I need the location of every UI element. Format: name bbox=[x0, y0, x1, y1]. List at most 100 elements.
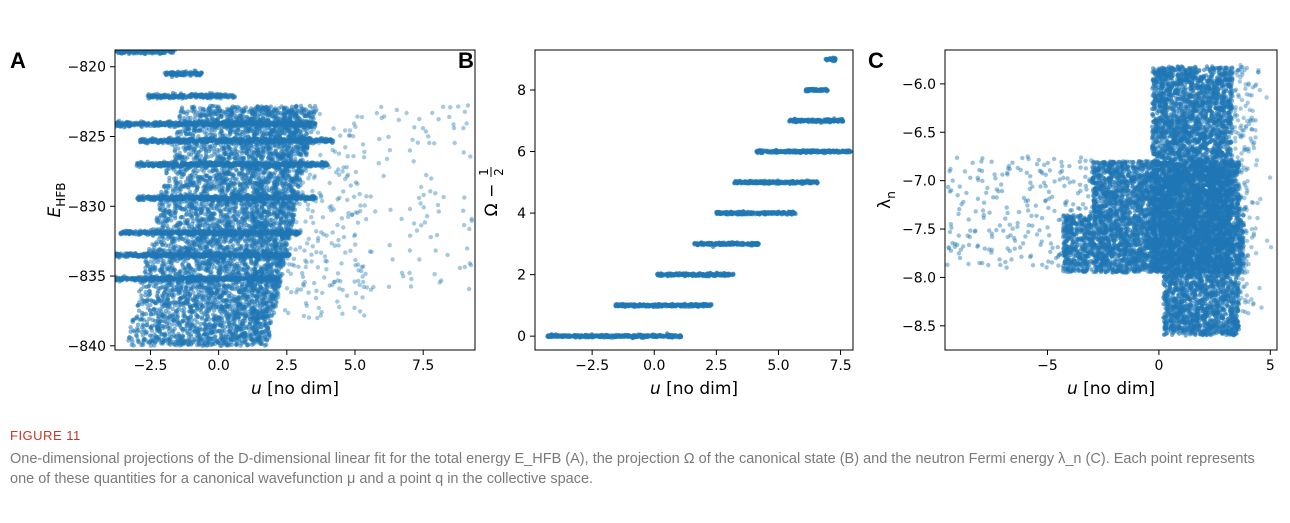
data-point bbox=[156, 314, 161, 319]
data-point bbox=[136, 339, 141, 344]
data-point bbox=[235, 108, 240, 114]
data-point bbox=[223, 238, 228, 244]
data-point bbox=[185, 298, 190, 304]
data-point bbox=[225, 342, 230, 348]
data-point bbox=[158, 309, 164, 314]
data-point bbox=[166, 338, 171, 343]
data-point bbox=[242, 306, 247, 311]
data-point bbox=[245, 343, 250, 348]
data-point bbox=[171, 244, 176, 250]
data-point bbox=[273, 153, 279, 158]
data-point bbox=[197, 267, 202, 272]
data-point bbox=[222, 307, 228, 313]
data-point bbox=[253, 330, 258, 335]
data-point bbox=[299, 106, 304, 111]
data-point bbox=[233, 104, 238, 110]
data-point bbox=[180, 333, 185, 338]
data-point bbox=[268, 320, 273, 325]
data-point bbox=[209, 186, 214, 192]
data-point bbox=[163, 215, 169, 221]
data-point bbox=[177, 284, 182, 289]
data-point bbox=[165, 286, 170, 292]
data-point bbox=[218, 214, 223, 219]
data-point bbox=[128, 325, 133, 330]
data-point bbox=[264, 342, 269, 347]
data-point bbox=[239, 261, 245, 266]
data-point bbox=[207, 176, 213, 182]
data-point bbox=[245, 264, 250, 270]
data-point bbox=[234, 247, 239, 252]
data-point bbox=[231, 180, 236, 185]
data-point bbox=[138, 287, 144, 292]
data-point bbox=[166, 259, 171, 265]
data-point bbox=[250, 325, 255, 330]
data-point bbox=[242, 220, 248, 225]
data-point bbox=[193, 209, 198, 214]
data-point bbox=[218, 292, 223, 297]
data-point bbox=[264, 184, 270, 190]
data-point bbox=[181, 110, 186, 115]
data-point bbox=[148, 267, 153, 272]
data-point bbox=[293, 152, 298, 157]
data-point bbox=[185, 330, 190, 336]
data-point bbox=[186, 221, 191, 226]
data-point bbox=[254, 318, 259, 323]
data-point bbox=[136, 308, 142, 313]
data-point bbox=[228, 337, 234, 343]
data-point bbox=[193, 325, 198, 330]
data-point bbox=[145, 322, 150, 328]
data-point bbox=[135, 322, 141, 327]
data-point bbox=[260, 150, 266, 155]
data-point bbox=[167, 304, 172, 309]
data-point bbox=[144, 284, 149, 289]
data-point bbox=[198, 175, 203, 180]
data-point bbox=[241, 130, 246, 135]
data-point bbox=[220, 315, 225, 320]
data-point bbox=[158, 240, 164, 245]
data-point bbox=[177, 114, 182, 119]
data-point bbox=[178, 180, 183, 185]
data-point bbox=[238, 299, 243, 305]
data-point bbox=[184, 132, 189, 137]
data-point bbox=[303, 127, 308, 133]
data-point bbox=[236, 334, 242, 339]
data-point bbox=[220, 323, 225, 329]
data-point bbox=[161, 224, 166, 229]
data-point bbox=[172, 154, 178, 159]
data-point bbox=[129, 336, 134, 341]
data-point bbox=[193, 297, 199, 302]
data-point bbox=[179, 236, 185, 242]
data-point bbox=[244, 206, 249, 211]
data-point bbox=[309, 129, 314, 135]
data-point bbox=[226, 155, 231, 160]
data-point bbox=[145, 305, 151, 311]
data-point bbox=[216, 238, 221, 243]
data-point bbox=[279, 104, 284, 109]
data-point bbox=[226, 320, 231, 325]
data-point bbox=[225, 260, 230, 266]
data-point bbox=[139, 293, 144, 298]
data-point bbox=[185, 146, 190, 151]
data-point bbox=[270, 307, 275, 313]
data-point bbox=[161, 290, 167, 296]
data-point bbox=[292, 207, 298, 212]
data-point bbox=[248, 333, 253, 338]
data-point bbox=[201, 204, 206, 209]
data-point bbox=[158, 268, 163, 273]
data-point bbox=[207, 321, 212, 326]
data-point bbox=[205, 214, 211, 220]
data-point bbox=[167, 175, 172, 181]
data-point bbox=[269, 301, 274, 307]
data-point bbox=[260, 239, 265, 244]
data-point bbox=[161, 258, 166, 264]
data-point bbox=[237, 325, 242, 330]
data-point bbox=[215, 260, 220, 265]
data-point bbox=[226, 283, 231, 289]
data-point bbox=[269, 217, 274, 222]
data-point bbox=[240, 181, 246, 186]
data-point bbox=[174, 206, 180, 211]
data-point bbox=[307, 103, 313, 109]
data-point bbox=[198, 338, 203, 343]
data-point bbox=[221, 333, 226, 339]
